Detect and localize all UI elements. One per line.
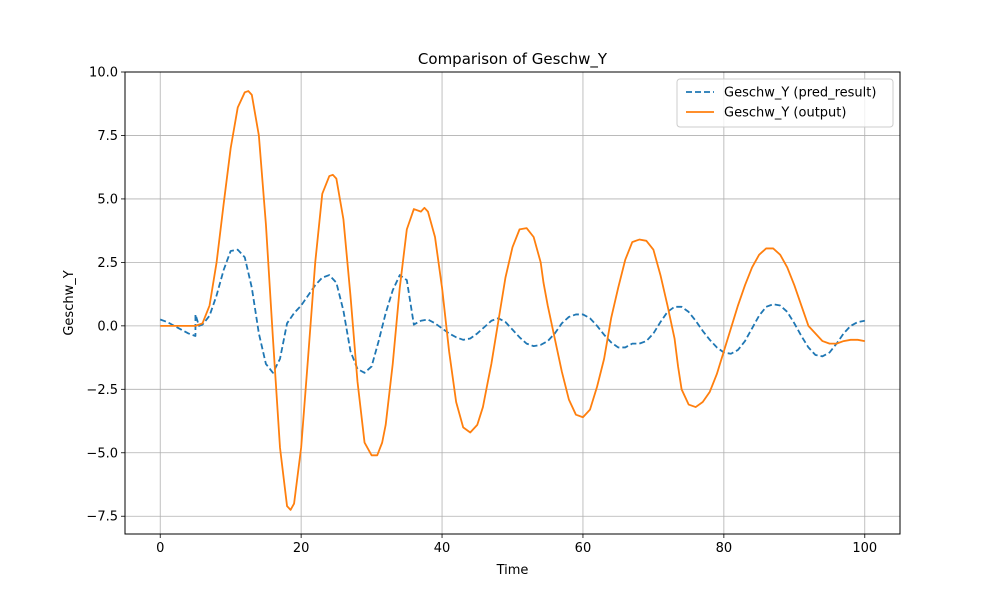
chart-title: Comparison of Geschw_Y (418, 50, 608, 69)
legend-label-pred-result: Geschw_Y (pred_result) (724, 86, 876, 101)
ticks: 0 20 40 60 80 100 −7.5 −5.0 −2.5 0.0 2.5 5.0 7.5 10.0 (86, 66, 877, 557)
x-tick-label: 60 (575, 541, 592, 556)
x-tick-label: 0 (156, 541, 164, 556)
y-tick-label: 2.5 (97, 256, 118, 271)
legend: Geschw_Y (pred_result) Geschw_Y (output) (676, 78, 894, 128)
series-line-pred-result (159, 248, 865, 374)
y-tick-label: 7.5 (97, 129, 118, 144)
legend-box (676, 78, 894, 128)
plot-frame (124, 71, 901, 535)
y-tick-label: −2.5 (86, 383, 118, 398)
series-line-output (160, 90, 865, 511)
plot-area (125, 72, 900, 534)
y-axis-title: Geschw_Y (62, 270, 77, 335)
y-tick-label: 0.0 (97, 319, 118, 334)
legend-label-output: Geschw_Y (output) (724, 106, 846, 121)
x-axis-title: Time (496, 563, 529, 578)
y-tick-label: 5.0 (97, 192, 118, 207)
x-tick-label: 40 (434, 541, 451, 556)
y-tick-label: 10.0 (89, 66, 118, 81)
x-tick-label: 80 (716, 541, 733, 556)
x-tick-label: 100 (852, 541, 877, 556)
series-layer (159, 90, 865, 511)
x-tick-label: 20 (293, 541, 310, 556)
y-tick-label: −7.5 (86, 510, 118, 525)
y-tick-label: −5.0 (86, 446, 118, 461)
